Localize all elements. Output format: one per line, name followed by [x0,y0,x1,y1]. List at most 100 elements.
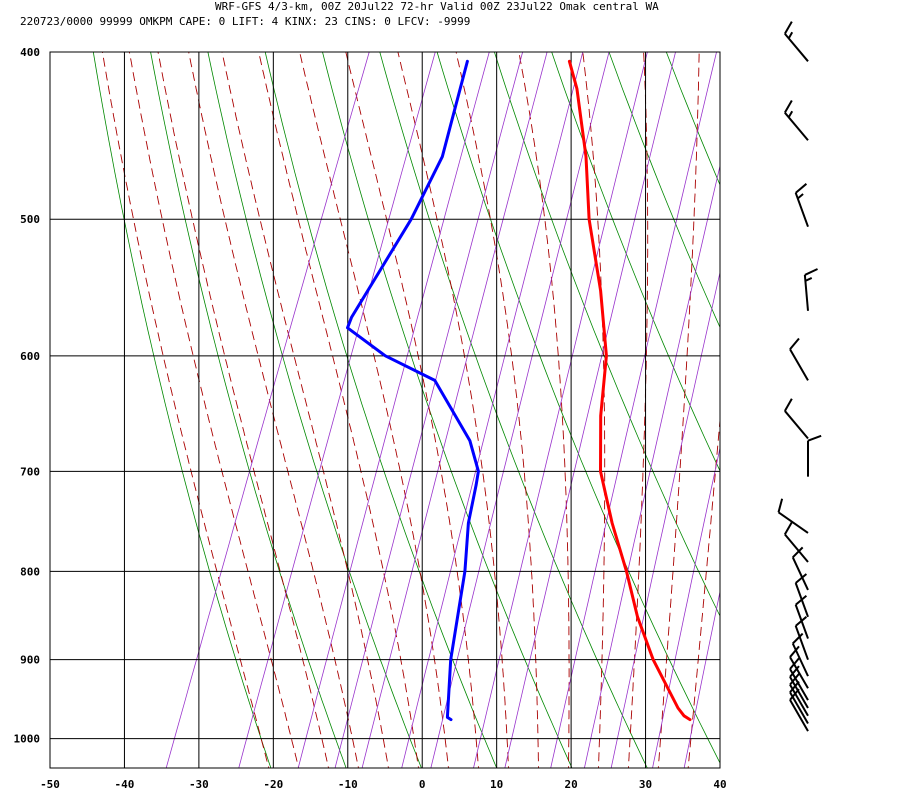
barb-flag [795,616,808,627]
dewpoint-trace [346,59,480,722]
moist-adiabat [455,52,539,768]
x-tick-label: 40 [713,778,726,791]
mixing-ratio-line [583,164,720,768]
dry-adiabat [150,52,347,768]
x-tick-label: 0 [419,778,426,791]
dry-adiabat [379,52,648,768]
mixing-ratio-line [652,445,720,768]
wind-barb [803,268,818,311]
barb-flag [795,573,808,584]
moist-adiabat [157,52,330,768]
barb-staff [789,656,809,689]
barb-half-flag [804,277,813,282]
barb-flag [783,21,793,35]
barb-flag [807,434,822,442]
dry-adiabat [551,52,720,472]
barb-flag [789,337,800,350]
sounding-traces [346,59,692,722]
barb-staff [789,699,809,732]
dry-adiabat [92,52,272,768]
moist-adiabat [657,52,700,768]
barb-flag [789,688,800,701]
y-tick-label: 500 [20,213,40,226]
temperature-trace [567,59,692,722]
barb-staff [791,643,809,677]
dry-adiabat [716,33,900,775]
wind-barb [794,616,809,661]
barb-flag [789,673,800,686]
chart-title: WRF-GFS 4/3-km, 00Z 20Jul22 72-hr Valid … [215,0,659,13]
x-tick-label: -50 [40,778,60,791]
wind-barb [789,645,809,689]
wind-barb [791,546,809,591]
barb-flag [783,398,793,412]
plot-grid [49,51,721,769]
wind-barb [783,100,809,141]
wind-barb [783,521,809,563]
wind-barb [794,183,809,228]
mixing-ratio-line [165,52,370,768]
mixing-ratio-line [504,52,676,768]
x-tick-label: -40 [115,778,135,791]
barb-staff [777,511,809,534]
x-tick-label: -20 [263,778,283,791]
mixing-ratio-line [550,52,717,768]
background-lines [92,33,900,775]
moist-adiabat [128,52,300,768]
barb-flag [777,498,784,513]
moist-adiabat [299,52,449,768]
mixing-ratio-line [610,270,720,768]
barb-flag [789,657,800,670]
dry-adiabat [887,33,900,775]
barb-flag [792,632,804,645]
y-tick-label: 1000 [14,733,41,746]
axis-labels: -50 -40 -30 -20 -10 0 10 20 30 40 400 500 600 700 800 9… [14,46,727,791]
barb-flag [795,183,808,194]
moist-adiabat [101,52,270,768]
barb-half-flag [787,31,794,39]
wind-barbs [777,21,822,732]
barb-flag [789,665,800,678]
barb-staff [791,556,809,591]
x-tick-label: -10 [338,778,358,791]
dry-adiabat [665,52,720,186]
y-tick-label: 800 [20,565,40,578]
plot-frame [49,51,721,769]
x-tick-label: 10 [490,778,503,791]
y-tick-label: 900 [20,654,40,667]
wind-barb [789,337,809,381]
barb-staff [784,410,809,440]
moist-adiabat [687,415,720,768]
barb-half-flag [797,193,804,200]
barb-half-flag [787,110,794,118]
barb-flag [783,100,793,114]
y-tick-label: 700 [20,465,40,478]
dry-adiabat [830,33,900,775]
mixing-ratio-line [683,589,720,768]
dry-adiabat [773,33,900,775]
moist-adiabat [627,52,649,768]
mixing-ratio-line [430,52,610,768]
mixing-ratio-line [334,52,524,768]
wind-barb [783,21,809,62]
barb-staff [794,625,809,661]
mixing-ratio-line [238,52,436,768]
wind-barb [791,632,809,677]
mixing-ratio-line [401,52,584,768]
x-tick-label: -30 [189,778,209,791]
barb-flag [789,645,800,658]
wind-barb [789,688,809,732]
barb-flag [792,546,804,558]
barb-flag [795,594,808,606]
barb-flag [804,268,818,276]
barb-staff [789,348,809,381]
barb-flag [783,521,793,535]
sounding-indices: 220723/0000 99999 OMKPM CAPE: 0 LIFT: 4 … [20,15,470,28]
barb-staff [784,533,809,563]
barb-flag [789,680,800,693]
barb-staff [784,112,809,141]
x-tick-label: 30 [639,778,652,791]
moist-adiabat [518,52,570,768]
wind-barb [777,498,809,534]
